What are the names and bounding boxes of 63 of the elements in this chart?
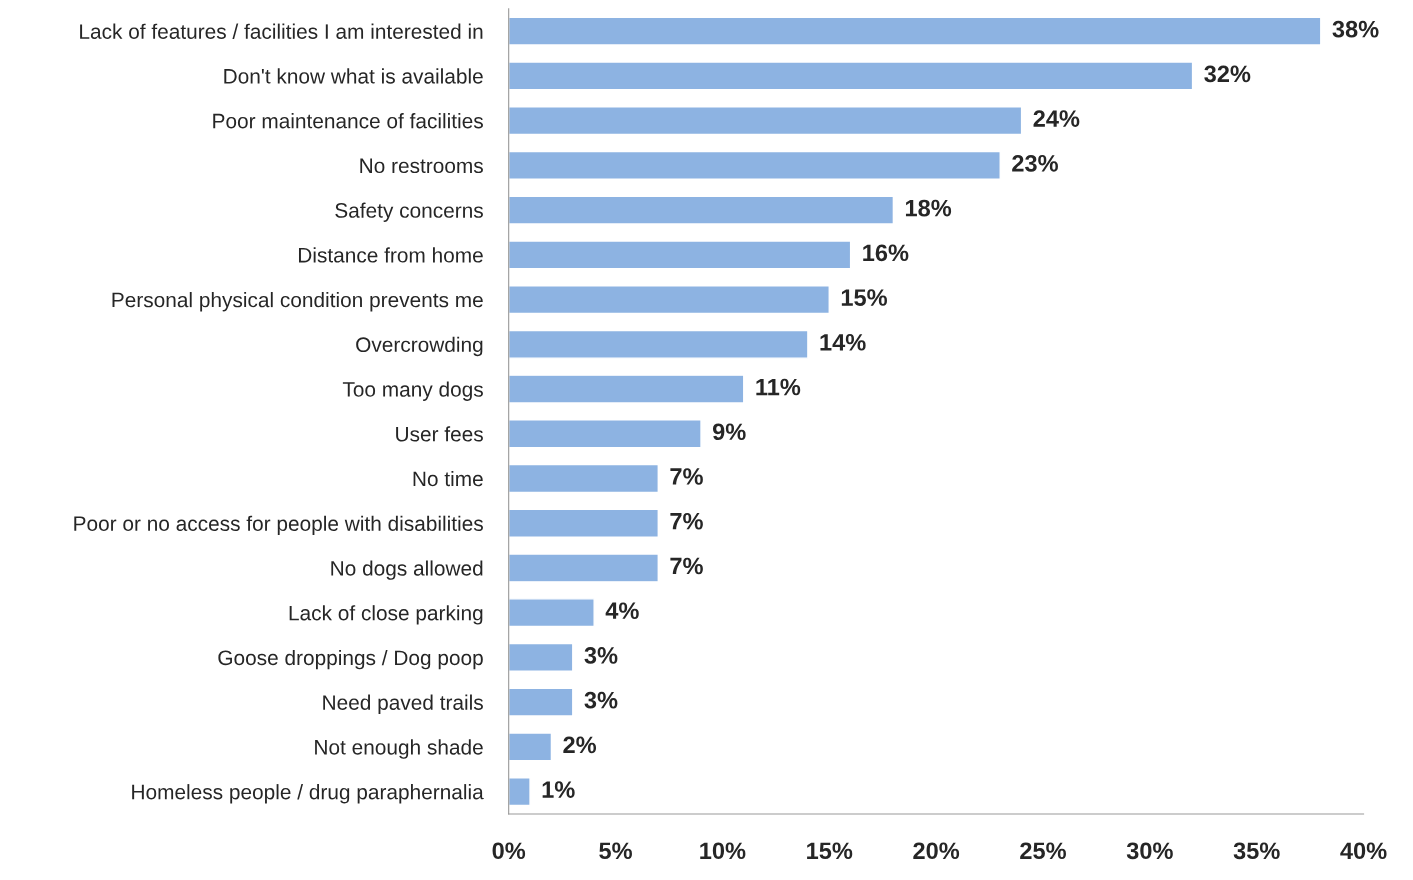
data-label: 3% (584, 647, 618, 664)
x-tick-label: 35% (1233, 842, 1280, 860)
x-tick-label: 25% (1020, 842, 1066, 860)
y-tick-label: Too many dogs (342, 381, 483, 401)
data-label: 4% (605, 602, 639, 619)
x-tick-label: 20% (913, 842, 960, 860)
y-tick-label: No dogs allowed (331, 560, 483, 580)
data-label: 2% (563, 736, 597, 754)
y-tick-label: Goose droppings / Dog poop (218, 649, 483, 670)
y-tick-label: Not enough shade (315, 739, 483, 759)
x-tick-label: 30% (1126, 842, 1173, 860)
data-label: 16% (863, 244, 909, 262)
bar (508, 777, 531, 807)
data-label: 3% (584, 691, 618, 709)
y-tick-label: Poor or no access for people with disabilities (74, 515, 483, 536)
x-tick-label: 0% (492, 842, 526, 860)
data-label: 9% (712, 423, 746, 441)
data-label: 14% (820, 333, 866, 351)
bar (508, 419, 702, 449)
data-label: 11% (756, 378, 801, 396)
x-tick-label: 15% (807, 842, 853, 860)
data-label: 1% (542, 781, 575, 798)
data-label: 7% (670, 512, 703, 530)
data-label: 7% (670, 468, 703, 485)
data-label: 18% (905, 199, 952, 217)
y-tick-label: Lack of features / facilities I am interested in (80, 23, 483, 39)
y-tick-label: Need paved trails (323, 694, 483, 715)
y-tick-label: Homeless people / drug paraphernalia (132, 784, 484, 804)
bar (508, 16, 1322, 46)
y-tick-label: Overcrowding (356, 336, 483, 357)
bar (508, 508, 659, 538)
bar (508, 687, 574, 717)
bar (508, 732, 553, 762)
data-label: 7% (670, 557, 703, 575)
bar (508, 642, 574, 672)
y-tick-label: Don't know what is available (224, 68, 483, 84)
data-label: 23% (1012, 154, 1058, 172)
data-label: 15% (841, 289, 887, 306)
bar (508, 106, 1023, 136)
bar (508, 463, 659, 494)
bar (508, 240, 852, 270)
y-tick-label: No restrooms (360, 158, 483, 174)
bar (508, 195, 895, 225)
bar (508, 329, 809, 359)
x-tick-label: 40% (1340, 842, 1387, 860)
x-tick-label: 5% (599, 842, 632, 860)
y-tick-label: User fees (396, 426, 483, 442)
data-label: 38% (1332, 20, 1379, 38)
y-tick-label: Lack of close parking (289, 605, 483, 625)
y-tick-label: Distance from home (298, 247, 483, 263)
y-tick-label: Poor maintenance of facilities (213, 113, 483, 129)
bar (508, 285, 830, 315)
bar (508, 61, 1194, 91)
bar (508, 598, 595, 628)
data-label: 32% (1204, 65, 1251, 83)
x-tick-label: 10% (700, 842, 746, 860)
y-tick-label: Safety concerns (335, 202, 483, 222)
bar (508, 374, 745, 404)
y-tick-label: No time (413, 470, 483, 487)
bar (508, 150, 1001, 180)
data-label: 24% (1033, 110, 1080, 127)
bar (508, 553, 659, 583)
y-tick-label: Personal physical condition prevents me (112, 292, 483, 312)
